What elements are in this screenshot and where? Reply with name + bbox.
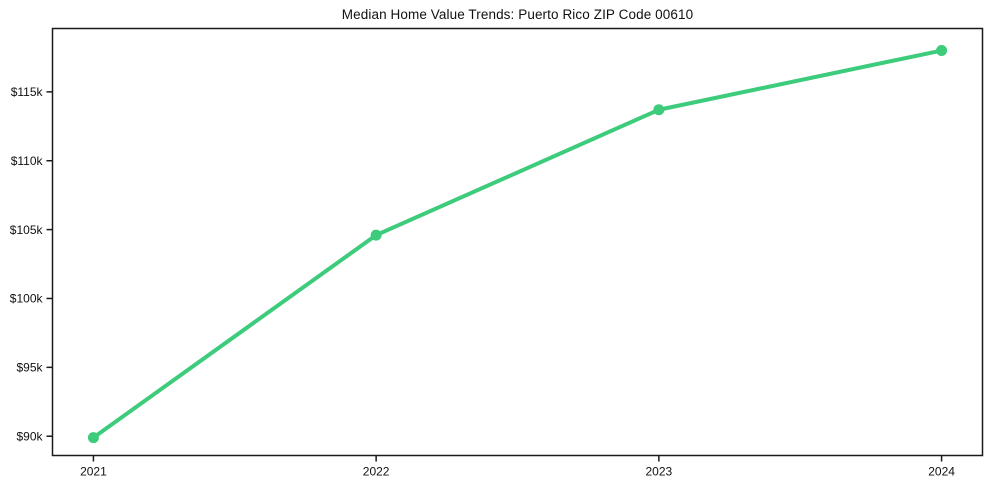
x-tick-label: 2023 [646, 465, 673, 479]
x-tick-label: 2021 [80, 465, 107, 479]
y-tick-label: $100k [10, 292, 44, 306]
x-tick-label: 2024 [928, 465, 955, 479]
x-tick-label: 2022 [363, 465, 390, 479]
y-tick-label: $105k [10, 223, 44, 237]
y-tick-label: $110k [11, 154, 44, 168]
data-point-marker [653, 104, 665, 116]
data-point-marker [936, 45, 948, 57]
data-point-marker [87, 432, 99, 444]
chart-title: Median Home Value Trends: Puerto Rico ZI… [341, 7, 694, 22]
y-tick-label: $90k [16, 429, 43, 443]
y-tick-label: $115k [11, 85, 44, 99]
trend-line [91, 48, 944, 440]
plot-frame [51, 27, 984, 457]
y-tick-label: $95k [16, 361, 43, 375]
data-point-marker [370, 229, 382, 241]
